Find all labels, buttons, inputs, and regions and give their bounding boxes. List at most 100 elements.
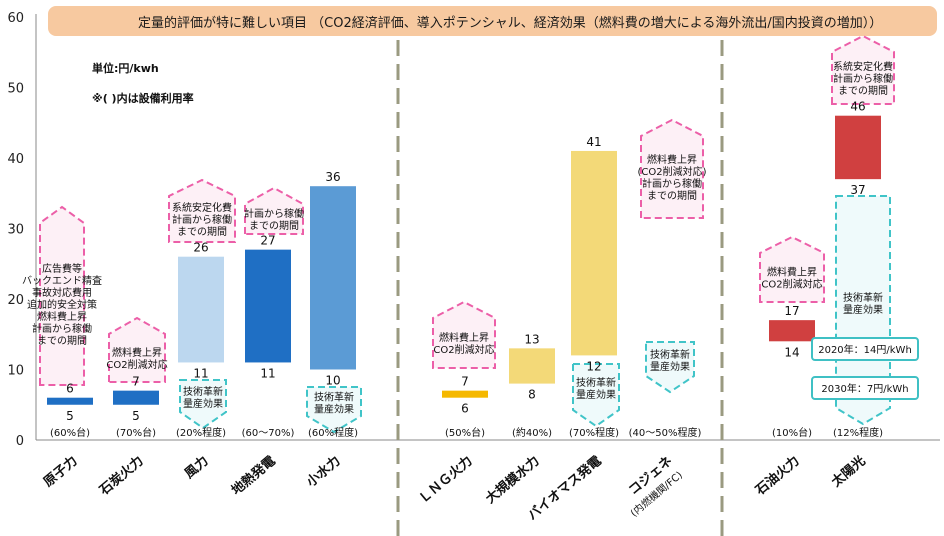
annotation-text: 技術革新 [314,391,354,404]
utilization-label: (10%台) [772,426,812,439]
annotation-text: 技術革新 [650,348,690,361]
title-banner [48,6,937,36]
bar-high-label: 13 [524,332,539,346]
bar-low-label: 37 [850,183,865,197]
y-tick-label: 10 [7,364,24,379]
annotation-text: 量産効果 [576,388,616,401]
annotation-text: 追加的安全対策 [27,298,97,311]
annotation-text: までの期間 [647,190,697,202]
down-arrow-shape [572,363,620,428]
annotation-text: 燃料費上昇 [37,310,87,323]
annotation-text: までの期間 [838,85,888,97]
bar-low-label: 5 [132,409,140,423]
down-arrow-shape [179,379,227,430]
bar [509,348,555,384]
up-arrow-shape [244,186,304,235]
bar [769,320,815,342]
utilization-label: (40〜50%程度) [629,426,702,439]
utilization-label: (60%程度) [308,426,358,439]
annotation-text: 計画から稼働 [833,72,893,85]
category-label: 地熱発電 [228,453,278,499]
bar-high-label: 27 [260,234,275,248]
utilization-label: (70%程度) [569,426,619,439]
bar-low-label: 12 [586,359,601,373]
bar [178,256,224,363]
annotation-text: 計画から稼働 [172,213,232,226]
bar-high-label: 7 [132,375,140,389]
utilization-label: (60%台) [50,426,90,439]
annotation-text: 燃料費上昇 [767,266,817,279]
bar-high-label: 7 [461,375,469,389]
bar [442,390,488,398]
annotation-text: 技術革新 [183,385,223,398]
up-arrow-shape [39,205,85,386]
annotation-text: 計画から稼働 [32,322,92,335]
utilization-label: (約40%) [512,426,552,439]
bar-low-label: 10 [325,374,340,388]
bar-high-label: 17 [784,304,799,318]
bar-low-label: 14 [784,345,799,359]
up-arrow-shape [432,300,496,369]
bar-high-label: 41 [586,135,601,149]
bar-high-label: 26 [193,241,208,255]
bar [245,249,291,363]
up-arrow-shape [759,235,825,303]
annotation-text: 事故対応費用 [32,286,92,299]
category-label: 大規模水力 [482,453,542,507]
bar-low-label: 11 [260,366,275,380]
annotation-text: までの期間 [37,335,87,347]
y-tick-label: 0 [16,434,24,449]
y-tick-label: 30 [7,223,24,238]
utilization-label: (20%程度) [176,426,226,439]
annotation-text: CO2削減対応 [106,358,167,371]
category-label: ＬＮＧ火力 [415,453,475,507]
y-tick-label: 50 [7,82,24,97]
annotation-text: 燃料費上昇 [647,153,697,166]
annotation-text: 系統安定化費 [833,60,893,73]
annotation-text: 広告費等 [42,262,82,275]
category-label: 太陽光 [828,453,869,491]
category-label: 小水力 [303,453,343,490]
annotation-text: バックエンド精査 [22,274,102,287]
annotation-text: 量産効果 [314,403,354,416]
down-arrow-shape [645,341,695,394]
bar [47,397,93,405]
annotation-text: 量産効果 [650,360,690,373]
annotation-text: までの期間 [177,226,227,238]
annotation-text: (CO2削減対応) [637,165,706,178]
bar-low-label: 11 [193,366,208,380]
bar [113,390,159,405]
annotation-text: 系統安定化費 [172,201,232,214]
unit-note: 単位:円/kwh [92,61,159,75]
up-arrow-shape [108,316,166,383]
down-arrow-shape [306,386,362,434]
annotation-text: 計画から稼働 [244,207,304,220]
bar-low-label: 6 [461,402,469,416]
annotation-text: 量産効果 [183,397,223,410]
up-arrow-shape [640,118,704,219]
annotation-text: 技術革新 [576,376,616,389]
category-label: 風力 [181,453,211,482]
y-tick-label: 60 [7,11,24,26]
callout-2030-box [811,376,919,400]
callout-2020: 2020年：14円/kWh [818,343,912,356]
annotation-text: CO2削減対応 [761,278,822,291]
annotation-text: 燃料費上昇 [439,331,489,344]
utilization-label: (70%台) [116,426,156,439]
bar [310,186,356,370]
utilization-note: ※( )内は設備利用率 [92,91,194,105]
category-label: 石炭火力 [96,453,147,499]
y-tick-label: 20 [7,293,24,308]
utilization-label: (60〜70%) [242,428,295,439]
up-arrow-shape [168,178,236,243]
bar-high-label: 6 [66,382,74,396]
bar [835,115,881,180]
annotation-text: CO2削減対応 [433,343,494,356]
bar-low-label: 5 [66,409,74,423]
annotation-text: 量産効果 [843,303,883,316]
bar-low-label: 8 [528,388,536,402]
annotation-text: までの期間 [249,220,299,232]
annotation-text: 技術革新 [843,291,883,304]
y-tick-label: 40 [7,152,24,167]
